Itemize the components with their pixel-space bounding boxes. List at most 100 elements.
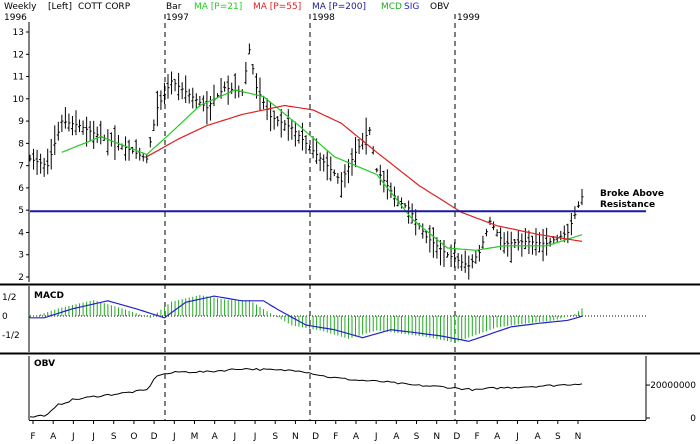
price-bar (463, 250, 467, 273)
macd-panel-title: MACD (34, 291, 64, 301)
price-bar (509, 231, 513, 263)
x-tick-label: S (555, 432, 561, 442)
price-bar (318, 152, 322, 172)
price-bar (177, 72, 181, 101)
price-bar (456, 253, 460, 269)
macd-tick-label: 1/2 (2, 293, 16, 303)
price-bar (527, 230, 531, 255)
price-bar (223, 81, 227, 92)
price-bar (350, 148, 354, 176)
price-bar (95, 126, 99, 143)
price-bar (576, 201, 580, 208)
scale-label: [Left] (48, 2, 72, 12)
price-bar (382, 170, 386, 193)
price-bar (534, 228, 538, 256)
price-bar (541, 228, 545, 262)
price-bar (421, 223, 425, 239)
macd-layer: 1/2 0 -1/2 (2, 293, 646, 343)
price-bar (148, 136, 152, 148)
price-bar (244, 61, 248, 85)
price-bar (385, 169, 389, 200)
price-bar (428, 225, 432, 253)
year-label-1996: 1996 (4, 13, 27, 23)
price-bar (141, 152, 145, 162)
ma21-legend: MA [P=21] (194, 2, 242, 12)
price-bar (354, 137, 358, 167)
price-bar (180, 82, 184, 100)
price-tick-label: 5 (18, 206, 24, 216)
price-bar (81, 120, 85, 135)
sig-legend: SIG (404, 2, 419, 12)
price-bar (329, 156, 333, 182)
price-bar (477, 244, 481, 262)
price-bar (495, 229, 499, 237)
x-tick-label: J (172, 432, 176, 442)
price-bar (170, 71, 174, 95)
x-tick-label: J (71, 432, 75, 442)
price-bar (60, 114, 64, 132)
x-tick-label: N (292, 432, 299, 442)
year-label-1998: 1998 (312, 13, 335, 23)
price-bar (173, 78, 177, 92)
price-bar (559, 230, 563, 241)
price-bar (580, 189, 584, 206)
price-bar (322, 154, 326, 172)
price-bar (78, 119, 82, 133)
price-bar (538, 232, 542, 253)
x-tick-label: J (91, 432, 95, 442)
price-bar (410, 203, 414, 224)
price-bar (159, 90, 163, 110)
price-bar (403, 203, 407, 209)
price-bar (435, 237, 439, 259)
price-bar (297, 130, 301, 144)
x-tick-label: M (191, 432, 199, 442)
price-tick-label: 7 (18, 162, 24, 172)
x-tick-label: J (253, 432, 257, 442)
price-bar (145, 154, 149, 164)
price-bar (74, 110, 78, 136)
price-tick-label: 9 (18, 117, 24, 127)
price-bar (453, 242, 457, 268)
price-bar (325, 151, 329, 181)
price-bar (240, 89, 244, 97)
price-bar (431, 227, 435, 258)
macd-legend: MCD (381, 2, 402, 12)
price-bar (279, 108, 283, 138)
price-bar (484, 228, 488, 237)
price-bar (247, 43, 251, 55)
price-bar (272, 110, 276, 130)
price-bar (32, 148, 36, 170)
price-bar (290, 119, 294, 140)
price-bar (237, 85, 241, 98)
x-tick-label: J (515, 432, 519, 442)
price-bar (63, 107, 67, 129)
obv-line (29, 367, 583, 418)
price-bar (88, 120, 92, 142)
price-bar (226, 75, 230, 105)
x-tick-label: O (130, 432, 137, 442)
price-bar (520, 233, 524, 257)
price-bar (162, 82, 166, 105)
x-tick-label: A (212, 432, 219, 442)
price-bar (368, 126, 372, 136)
price-bar (138, 147, 142, 161)
x-tick-label: D (151, 432, 158, 442)
price-bar (424, 230, 428, 244)
bar-label: Bar (166, 2, 182, 12)
price-bar (545, 227, 549, 256)
price-bar (251, 63, 255, 75)
price-bar (191, 87, 195, 109)
x-tick-label: S (414, 432, 420, 442)
price-bar (42, 157, 46, 177)
moving-averages (61, 89, 583, 251)
price-bar (70, 115, 74, 136)
price-bar (184, 75, 188, 104)
price-bar (364, 117, 368, 155)
price-bar (308, 145, 312, 151)
price-bar (233, 73, 237, 99)
x-tick-label: A (353, 432, 360, 442)
price-bar (566, 223, 570, 244)
price-bar (389, 182, 393, 199)
x-tick-label: A (535, 432, 542, 442)
